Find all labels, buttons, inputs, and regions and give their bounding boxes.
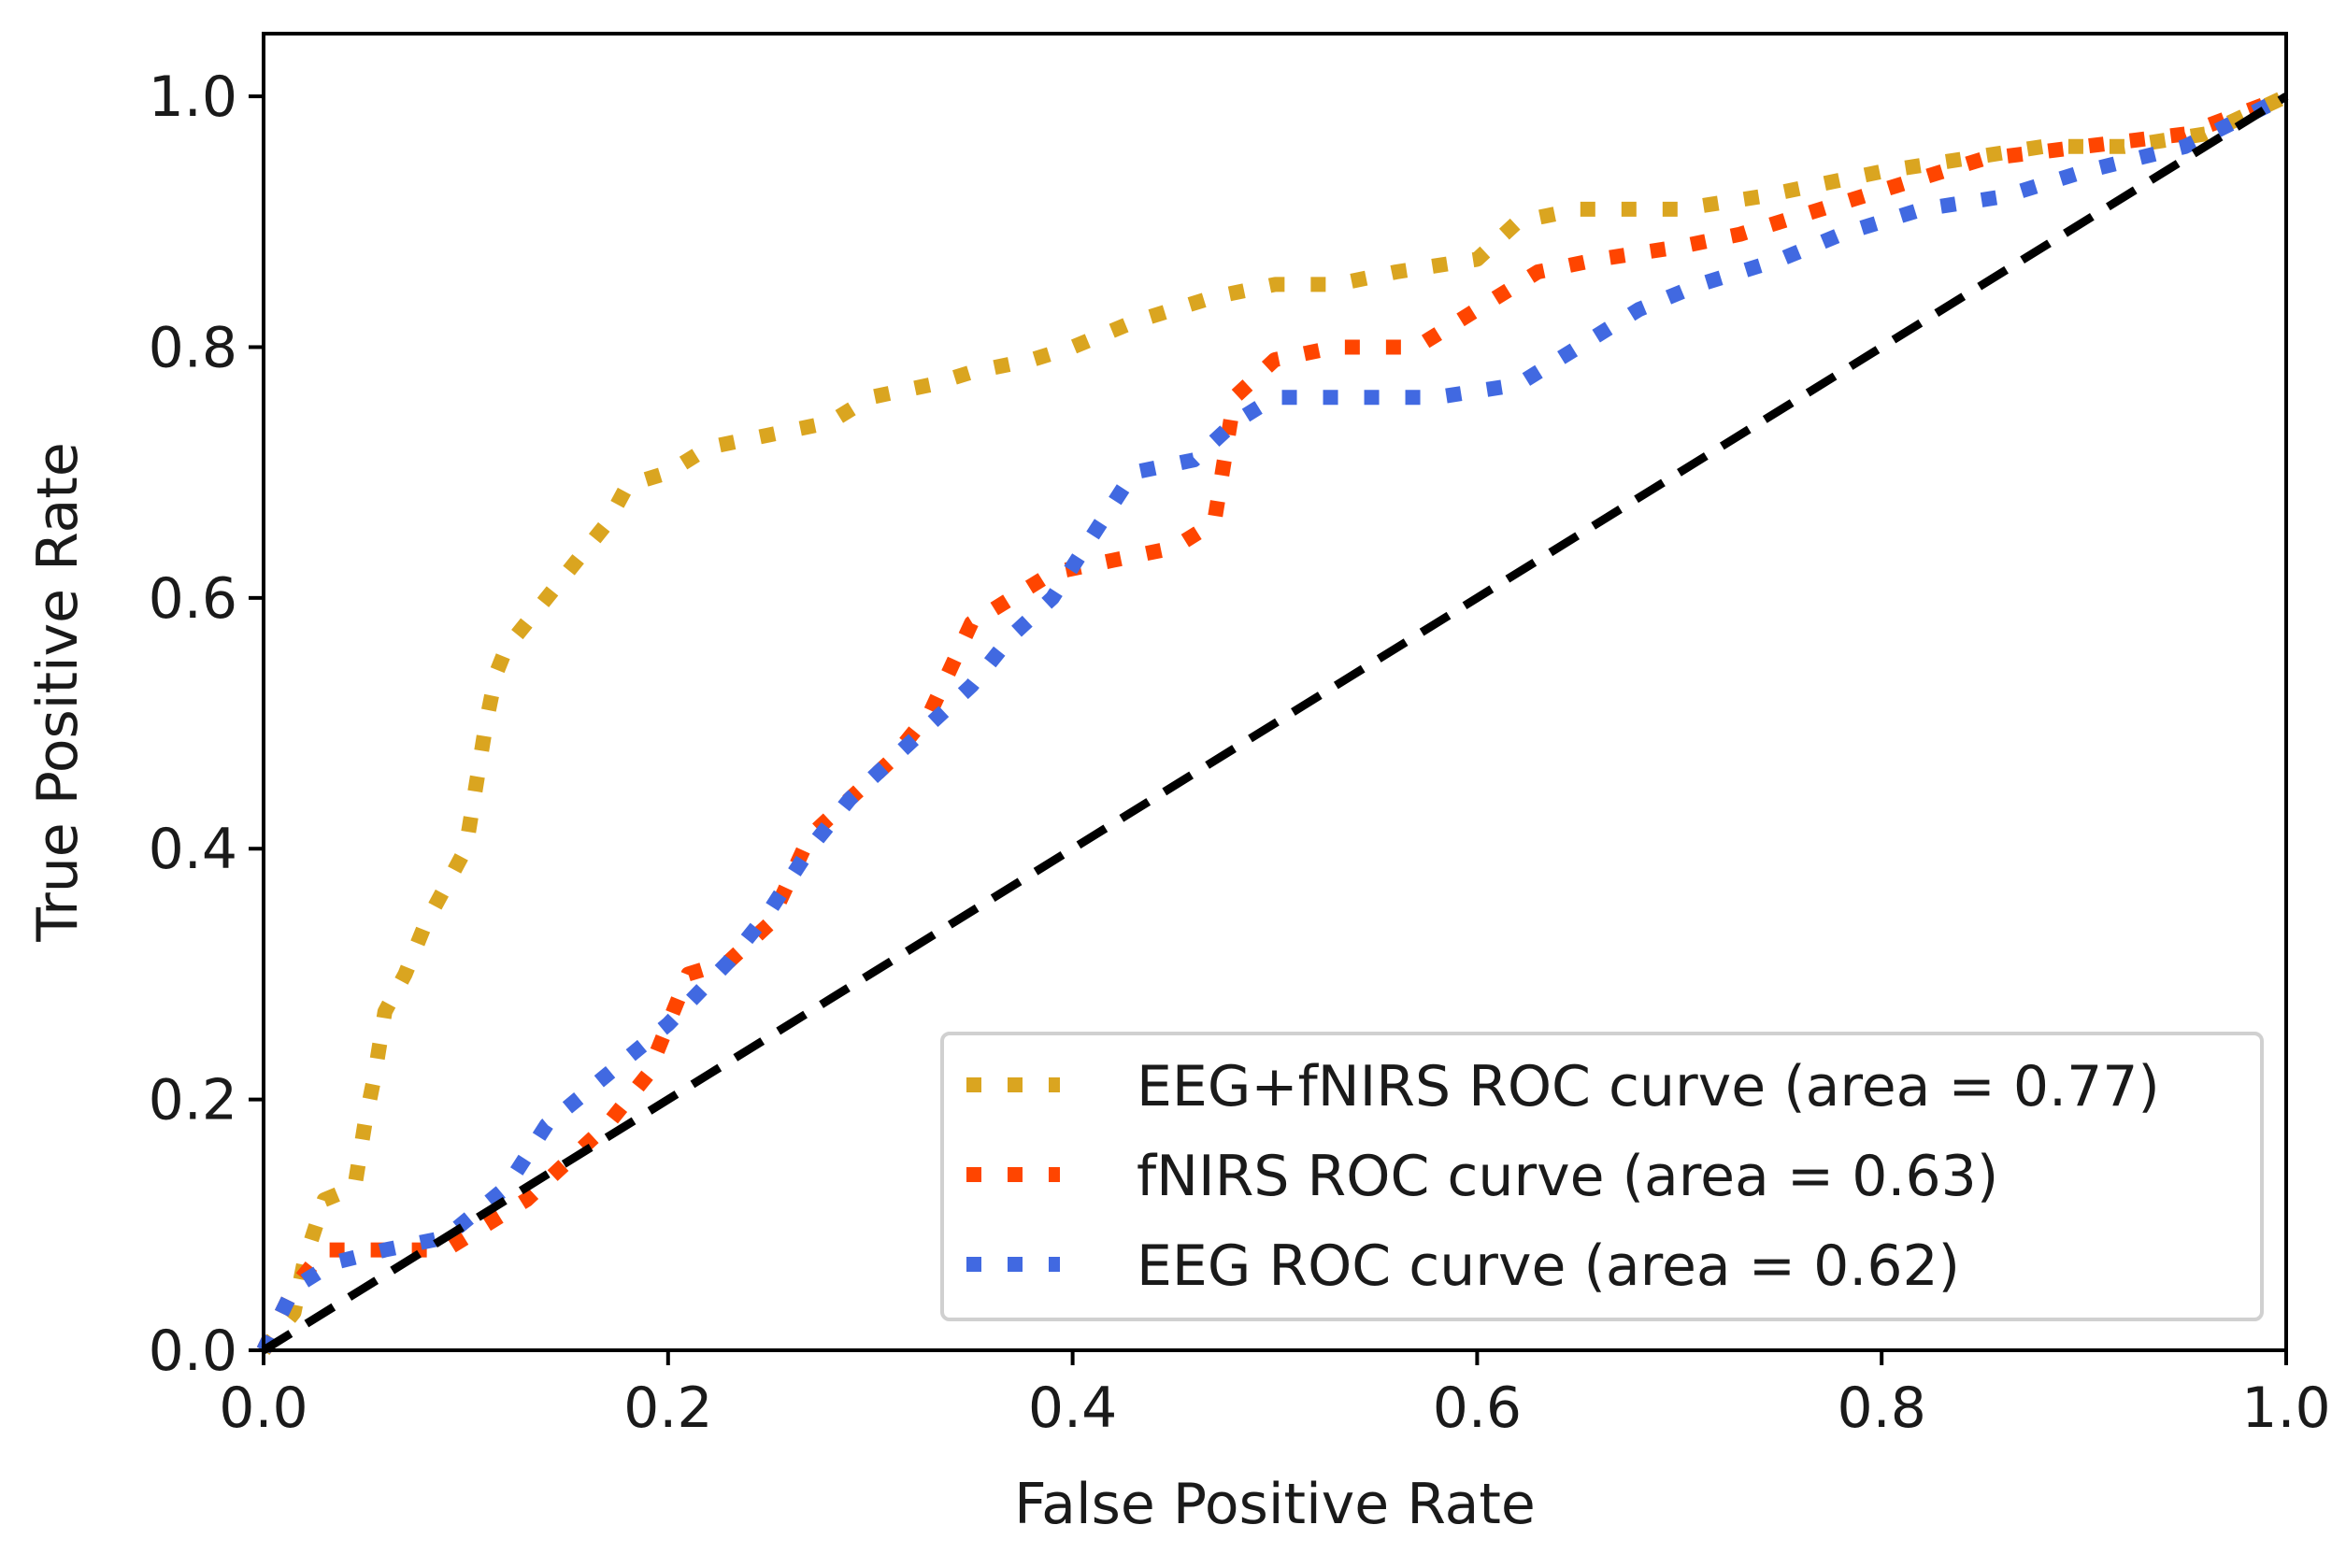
ticks-layer: 0.0 0.2 0.4 0.6 0.8 1.0 0.0 0.2 0.4 0.6 0.8 1.0 xyxy=(149,64,2331,1441)
legend-label-fnirs-roc-curve-area-0-63: fNIRS ROC curve (area = 0.63) xyxy=(1137,1144,1998,1209)
series-line-eeg-fnirs-roc-curve-area-0-77 xyxy=(257,89,2290,1356)
y-axis-label: True Positive Rate xyxy=(25,442,91,942)
legend-frame xyxy=(940,1032,2264,1321)
chance-diagonal-line xyxy=(261,93,2289,1354)
y-tick-label: 0.2 xyxy=(149,1068,237,1133)
x-tick-label: 0.6 xyxy=(1433,1376,1522,1441)
series-line-fnirs-roc-curve-area-0-63 xyxy=(256,89,2289,1354)
plot-frame xyxy=(262,32,2288,1352)
y-tick-label: 0.6 xyxy=(149,566,237,632)
legend-label-eeg-roc-curve-area-0-62: EEG ROC curve (area = 0.62) xyxy=(1137,1233,1960,1299)
x-tick-label: 0.0 xyxy=(219,1376,308,1441)
y-tick-label: 0.4 xyxy=(149,817,237,882)
y-tick-label: 1.0 xyxy=(149,64,237,130)
x-tick-label: 0.2 xyxy=(623,1376,712,1441)
x-tick-label: 0.4 xyxy=(1028,1376,1117,1441)
y-tick-label: 0.8 xyxy=(149,315,237,380)
x-tick-label: 0.8 xyxy=(1837,1376,1925,1441)
legend-label-eeg-fnirs-roc-curve-area-0-77: EEG+fNIRS ROC curve (area = 0.77) xyxy=(1137,1054,2160,1119)
series-layer xyxy=(256,89,2290,1356)
legend: EEG+fNIRS ROC curve (area = 0.77) fNIRS R… xyxy=(940,1032,2264,1321)
series-line-eeg-roc-curve-area-0-62 xyxy=(256,89,2290,1354)
y-tick-label: 0.0 xyxy=(149,1319,237,1384)
x-axis-label: False Positive Rate xyxy=(1014,1472,1536,1537)
x-tick-label: 1.0 xyxy=(2241,1376,2330,1441)
